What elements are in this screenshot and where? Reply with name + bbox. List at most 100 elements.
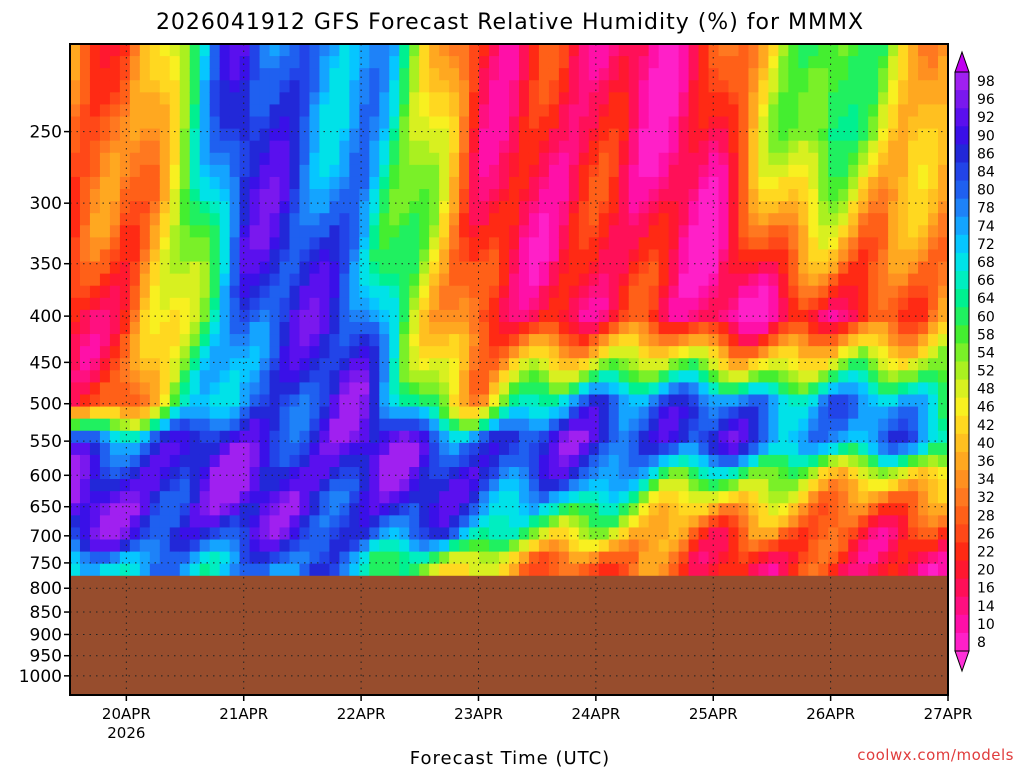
humidity-cell: [828, 503, 839, 516]
humidity-cell: [918, 309, 929, 323]
humidity-cell: [189, 430, 201, 444]
humidity-cell: [79, 467, 91, 480]
humidity-cell: [728, 394, 740, 408]
humidity-cell: [748, 285, 760, 299]
humidity-cell: [259, 406, 271, 420]
humidity-cell: [399, 68, 410, 81]
credit-link[interactable]: coolwx.com/models: [857, 746, 1014, 764]
humidity-cell: [788, 394, 799, 408]
humidity-cell: [928, 442, 939, 456]
humidity-cell: [838, 80, 849, 93]
humidity-cell: [678, 213, 690, 226]
humidity-cell: [828, 358, 839, 371]
humidity-cell: [399, 418, 410, 432]
humidity-cell: [658, 249, 670, 263]
humidity-cell: [858, 164, 869, 178]
humidity-cell: [159, 249, 171, 263]
humidity-cell: [788, 454, 799, 468]
humidity-cell: [119, 430, 131, 444]
humidity-cell: [658, 261, 670, 275]
humidity-cell: [908, 273, 919, 287]
humidity-cell: [658, 382, 670, 396]
humidity-cell: [888, 491, 899, 504]
humidity-cell: [628, 321, 640, 335]
humidity-cell: [89, 527, 101, 541]
humidity-cell: [838, 321, 849, 335]
humidity-cell: [908, 68, 919, 81]
humidity-cell: [838, 454, 849, 468]
humidity-cell: [618, 68, 630, 81]
humidity-cell: [189, 104, 201, 118]
humidity-cell: [738, 467, 750, 480]
humidity-cell: [169, 176, 181, 190]
humidity-cell: [359, 539, 370, 553]
humidity-cell: [588, 249, 600, 263]
humidity-cell: [628, 201, 640, 214]
humidity-cell: [459, 491, 470, 504]
humidity-cell: [558, 104, 570, 118]
humidity-cell: [459, 128, 470, 142]
humidity-cell: [538, 321, 550, 335]
humidity-cell: [718, 213, 730, 226]
humidity-cell: [299, 104, 311, 118]
humidity-cell: [568, 503, 580, 516]
humidity-cell: [489, 321, 500, 335]
humidity-cell: [70, 189, 81, 202]
humidity-cell: [429, 491, 440, 504]
humidity-cell: [918, 382, 929, 396]
humidity-cell: [429, 152, 440, 166]
humidity-cell: [349, 430, 360, 444]
humidity-cell: [628, 237, 640, 251]
humidity-cell: [259, 140, 271, 154]
humidity-cell: [329, 479, 340, 492]
humidity-cell: [768, 201, 779, 214]
humidity-cell: [828, 382, 839, 396]
humidity-cell: [289, 164, 301, 178]
humidity-cell: [588, 503, 600, 516]
humidity-cell: [768, 140, 779, 154]
humidity-cell: [129, 68, 141, 81]
colorbar-swatch: [955, 198, 969, 218]
humidity-cell: [868, 551, 879, 565]
humidity-cell: [788, 261, 799, 275]
humidity-cell: [728, 140, 740, 154]
humidity-cell: [858, 249, 869, 263]
humidity-cell: [349, 515, 360, 529]
humidity-cell: [509, 442, 520, 456]
humidity-cell: [808, 321, 819, 335]
humidity-cell: [858, 297, 869, 311]
humidity-cell: [548, 418, 560, 432]
humidity-cell: [89, 285, 101, 299]
humidity-cell: [389, 225, 400, 238]
humidity-cell: [399, 249, 410, 263]
humidity-cell: [229, 201, 241, 214]
humidity-cell: [449, 382, 460, 396]
humidity-cell: [429, 527, 440, 541]
humidity-cell: [538, 551, 550, 565]
humidity-cell: [608, 128, 620, 142]
humidity-cell: [848, 249, 859, 263]
humidity-cell: [628, 503, 640, 516]
humidity-cell: [269, 225, 281, 238]
humidity-cell: [678, 44, 690, 57]
humidity-cell: [79, 515, 91, 529]
humidity-cell: [768, 297, 779, 311]
humidity-cell: [798, 467, 809, 480]
humidity-cell: [918, 430, 929, 444]
humidity-cell: [419, 563, 430, 577]
humidity-cell: [189, 261, 201, 275]
humidity-cell: [409, 213, 420, 226]
humidity-cell: [199, 104, 211, 118]
humidity-cell: [588, 152, 600, 166]
humidity-cell: [449, 201, 460, 214]
humidity-cell: [319, 128, 331, 142]
humidity-cell: [239, 491, 251, 504]
humidity-cell: [698, 430, 710, 444]
humidity-cell: [648, 418, 660, 432]
humidity-cell: [768, 237, 779, 251]
humidity-cell: [938, 551, 949, 565]
humidity-cell: [758, 309, 770, 323]
humidity-cell: [608, 104, 620, 118]
humidity-cell: [768, 225, 779, 238]
